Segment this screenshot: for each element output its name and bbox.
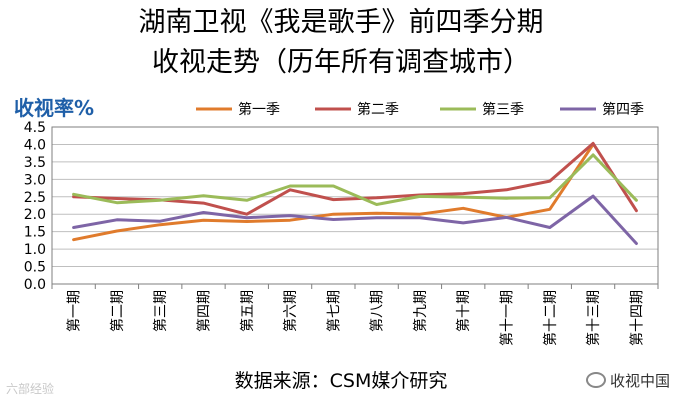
x-tick-labels: 第一期 第二期 第三期 第四期 第五期 第六期 第七期 第八期 第九期 第十期 第十一期 第十二期 第十… (51, 284, 659, 346)
legend-label: 第四季 (602, 101, 644, 118)
legend-label: 第二季 (357, 101, 399, 118)
x-tick-label: 第十二期 (542, 290, 559, 346)
x-tick-label: 第五期 (239, 290, 256, 332)
y-tick-label: 1.5 (24, 225, 46, 241)
x-tick-label: 第六期 (282, 290, 299, 332)
y-tick-label: 2.0 (24, 207, 46, 223)
x-tick-label: 第十三期 (585, 290, 602, 346)
x-tick-label: 第一期 (66, 290, 83, 332)
series-lines (72, 141, 638, 245)
series-line-第一季 (72, 142, 595, 242)
x-tick-label: 第十期 (455, 290, 472, 332)
x-tick-label: 第三期 (152, 290, 169, 332)
y-tick-label: 3.5 (24, 155, 46, 171)
wechat-icon (585, 372, 606, 388)
y-tick-label: 3.0 (24, 172, 46, 188)
chart-title-line2: 收视走势（历年所有调查城市） (152, 47, 530, 78)
watermark-left: 六部经验 (6, 382, 55, 396)
x-tick-label: 第十四期 (628, 290, 645, 346)
y-tick-label: 1.0 (24, 242, 46, 258)
x-tick-label: 第四期 (196, 290, 213, 332)
x-tick-label: 第八期 (369, 290, 386, 332)
y-tick-label: 0.5 (24, 260, 46, 276)
watermark-right: 收视中国 (585, 370, 670, 391)
series-line-第四季 (72, 194, 638, 245)
legend-label: 第三季 (482, 101, 524, 118)
y-tick-labels: 0.00.5 1.01.5 2.02.5 3.03.5 4.04.5 (24, 120, 46, 293)
x-tick-label: 第九期 (412, 290, 429, 332)
y-axis-label: 收视率% (14, 96, 95, 120)
y-tick-label: 0.0 (24, 277, 46, 293)
data-source: 数据来源：CSM媒介研究 (234, 370, 448, 392)
series-line-第三季 (72, 153, 638, 206)
legend-label: 第一季 (238, 101, 280, 118)
plot-frame (51, 126, 659, 285)
watermark-right-label: 收视中国 (609, 372, 670, 390)
x-tick-label: 第二期 (109, 290, 126, 332)
legend: 第一季 第二季 第三季 第四季 (196, 101, 644, 118)
x-tick-label: 第七期 (325, 290, 342, 332)
gridlines (52, 126, 658, 285)
x-tick-label: 第十一期 (499, 290, 516, 346)
y-tick-label: 4.0 (24, 137, 46, 153)
y-tick-label: 2.5 (24, 190, 46, 206)
y-tick-label: 4.5 (24, 120, 46, 136)
chart-title-line1: 湖南卫视《我是歌手》前四季分期 (138, 7, 544, 38)
